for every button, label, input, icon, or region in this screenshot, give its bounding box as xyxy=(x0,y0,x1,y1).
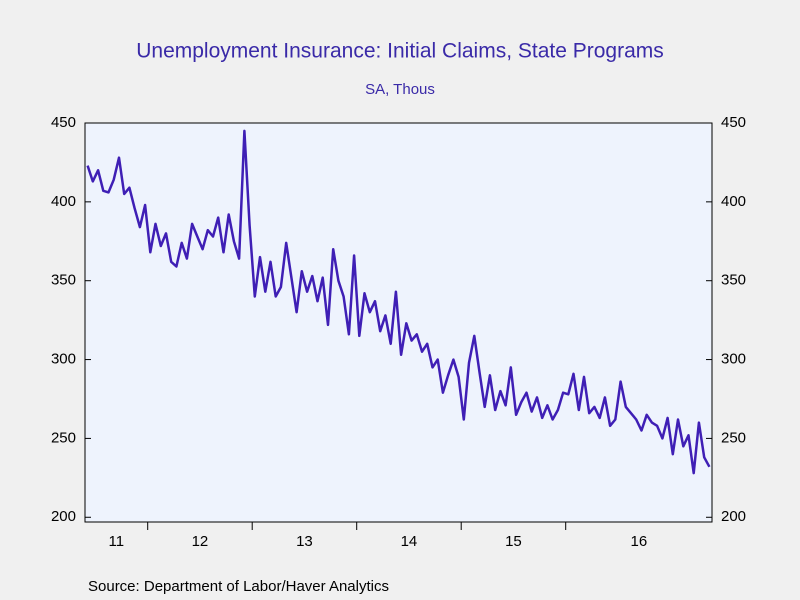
source-note: Source: Department of Labor/Haver Analyt… xyxy=(88,578,389,595)
x-tick-label: 12 xyxy=(192,533,209,550)
chart-subtitle: SA, Thous xyxy=(365,81,435,98)
series-line xyxy=(86,129,711,475)
y-tick-label-right: 350 xyxy=(721,272,746,289)
chart-title: Unemployment Insurance: Initial Claims, … xyxy=(136,40,664,63)
x-tick-label: 13 xyxy=(296,533,313,550)
y-tick-label-right: 400 xyxy=(721,193,746,210)
y-tick-label-right: 450 xyxy=(721,114,746,131)
y-tick-label: 200 xyxy=(51,508,76,525)
y-tick-label: 400 xyxy=(51,193,76,210)
x-tick-label: 16 xyxy=(631,533,648,550)
y-tick-label: 300 xyxy=(51,351,76,368)
y-tick-label: 350 xyxy=(51,272,76,289)
y-tick-label-right: 250 xyxy=(721,429,746,446)
y-tick-label-right: 200 xyxy=(721,508,746,525)
x-tick-label: 15 xyxy=(505,533,522,550)
y-tick-label-right: 300 xyxy=(721,351,746,368)
x-tick-label: 11 xyxy=(109,533,125,550)
y-tick-label: 250 xyxy=(51,429,76,446)
y-tick-label: 450 xyxy=(51,114,76,131)
x-tick-label: 14 xyxy=(401,533,418,550)
